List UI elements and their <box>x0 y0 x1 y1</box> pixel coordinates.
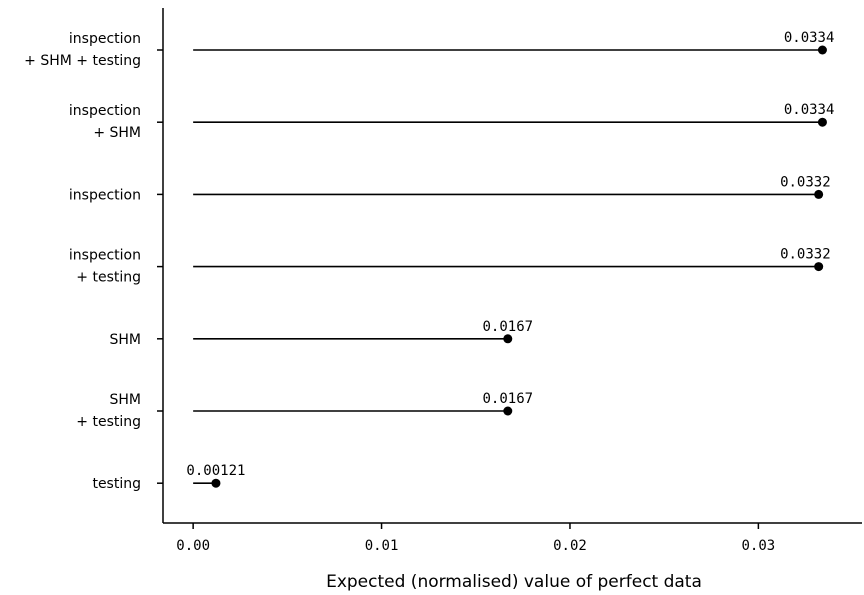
stems <box>193 49 823 485</box>
category-label: testing <box>92 476 141 492</box>
data-point <box>817 117 827 127</box>
data-point <box>817 45 827 55</box>
category-label: inspection <box>69 187 141 203</box>
data-point <box>211 478 221 488</box>
category-label: + SHM + testing <box>24 53 141 69</box>
labels: 0.00 0.01 0.02 0.03 inspection + SHM + testin… <box>24 30 834 554</box>
data-label: 0.0334 <box>784 30 835 46</box>
data-label: 0.0332 <box>780 174 831 190</box>
data-point <box>503 406 513 416</box>
category-label: SHM <box>110 332 142 348</box>
x-tick-label: 0.02 <box>553 538 587 554</box>
category-label: inspection <box>69 31 141 47</box>
x-tick-label: 0.00 <box>176 538 210 554</box>
points <box>211 45 827 488</box>
data-label: 0.0167 <box>483 391 534 407</box>
data-label: 0.0332 <box>780 247 831 263</box>
data-point <box>814 262 824 272</box>
data-label: 0.00121 <box>186 463 245 479</box>
category-label: + testing <box>76 414 141 430</box>
category-label: + testing <box>76 270 141 286</box>
x-tick-label: 0.01 <box>365 538 399 554</box>
data-label: 0.0334 <box>784 102 835 118</box>
category-label: inspection <box>69 103 141 119</box>
data-point <box>814 189 824 199</box>
category-label: inspection <box>69 248 141 264</box>
x-axis-title: Expected (normalised) value of perfect d… <box>326 572 702 592</box>
x-tick-label: 0.03 <box>742 538 776 554</box>
category-label: + SHM <box>93 125 141 141</box>
data-point <box>503 334 513 344</box>
axes <box>157 8 862 529</box>
category-label: SHM <box>110 392 142 408</box>
data-label: 0.0167 <box>483 319 534 335</box>
